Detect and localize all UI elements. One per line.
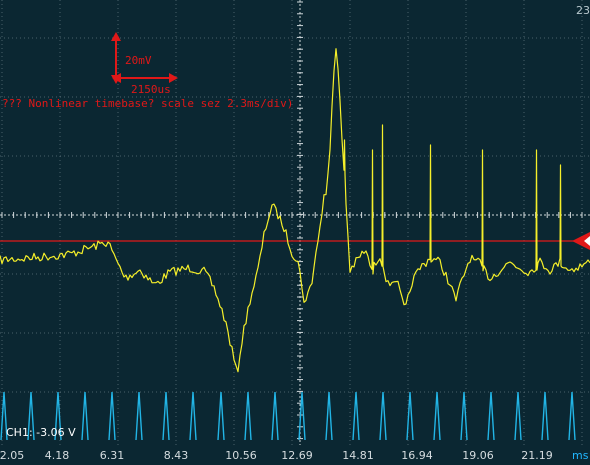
time-tick-label: 2.05	[0, 449, 25, 462]
timing-pulse	[217, 391, 225, 441]
time-tick-label: 10.56	[225, 449, 257, 462]
timing-pulse	[189, 391, 197, 441]
time-tick-label: 21.19	[521, 449, 553, 462]
corner-readout: 23	[576, 4, 590, 17]
time-tick-label: 12.69	[281, 449, 313, 462]
timing-pulse	[379, 391, 387, 441]
time-tick-label: 19.06	[462, 449, 494, 462]
timing-pulse	[460, 391, 468, 441]
timing-pulse	[0, 391, 8, 441]
ch1-signal-trace	[0, 48, 590, 373]
channel-1-label: CH1: -3.06 V	[6, 426, 76, 439]
time-tick-label: 4.18	[44, 449, 70, 462]
time-scale-annotation: 2150us	[131, 83, 171, 96]
trigger-marker-notch	[584, 236, 590, 246]
timing-pulse	[135, 391, 143, 441]
timing-pulse	[108, 391, 116, 441]
time-tick-label: 16.94	[401, 449, 433, 462]
timing-pulse	[514, 391, 522, 441]
timing-pulse	[162, 391, 170, 441]
time-axis-unit: ms	[572, 449, 589, 462]
timing-pulse	[433, 391, 441, 441]
trigger-marker-icon	[572, 232, 590, 250]
time-tick-label: 14.81	[342, 449, 374, 462]
voltage-scale-annotation: 20mV	[125, 54, 152, 67]
timing-pulse	[325, 391, 333, 441]
time-tick-label: 6.31	[99, 449, 125, 462]
scale-annotation-arrows	[111, 32, 178, 84]
time-tick-label: 8.43	[163, 449, 189, 462]
timing-pulse	[406, 391, 414, 441]
timebase-note: ??? Nonlinear timebase? scale sez 2.3ms/…	[2, 97, 294, 110]
time-axis: 2.05 4.18 6.31 8.43 10.56 12.69 14.81 16.94 19.0…	[0, 445, 590, 465]
timing-pulse	[54, 391, 62, 441]
timing-pulses-trace	[0, 391, 576, 441]
scope-screen: 20mV 2150us ??? Nonlinear timebase? scal…	[0, 0, 590, 445]
timing-pulse	[541, 391, 549, 441]
timing-pulse	[81, 391, 89, 441]
timing-pulse	[487, 391, 495, 441]
scope-display	[0, 0, 590, 445]
graticule-grid	[0, 0, 590, 445]
timing-pulse	[27, 391, 35, 441]
timing-pulse	[271, 391, 279, 441]
timing-pulse	[352, 391, 360, 441]
timing-pulse	[244, 391, 252, 441]
timing-pulse	[298, 391, 306, 441]
timing-pulse	[568, 391, 576, 441]
